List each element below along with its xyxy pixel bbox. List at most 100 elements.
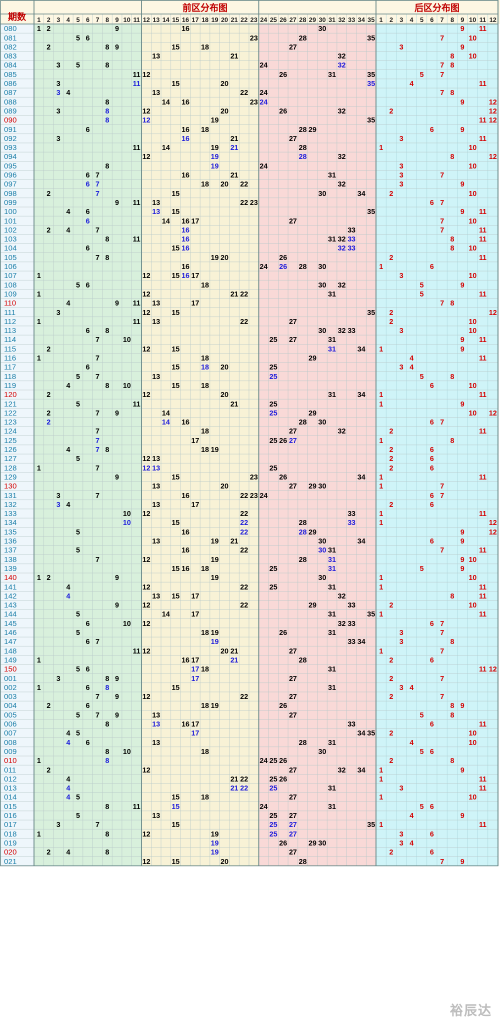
front-ball: 12 [142,509,150,518]
front-ball: 13 [152,537,160,546]
front-ball: 30 [318,838,326,847]
front-zone-title: 前区分布图 [182,2,227,14]
period-label: 081 [4,33,17,42]
back-ball: 3 [399,180,403,189]
front-ball: 9 [115,408,119,417]
back-ball: 6 [430,418,434,427]
front-ball: 31 [328,683,336,692]
front-column-number: 14 [162,17,170,24]
front-ball: 9 [115,692,119,701]
back-ball: 1 [379,399,383,408]
back-ball: 10 [469,601,477,610]
front-ball: 13 [152,463,160,472]
front-ball: 29 [308,482,316,491]
period-label: 149 [4,655,17,664]
back-ball: 8 [450,710,454,719]
front-ball: 33 [348,637,356,646]
front-ball: 26 [279,253,287,262]
period-label: 143 [4,601,17,610]
front-ball: 21 [230,774,238,783]
back-ball: 9 [460,527,464,536]
front-ball: 14 [162,143,170,152]
back-ball: 6 [430,125,434,134]
front-ball: 30 [318,262,326,271]
front-ball: 13 [152,454,160,463]
front-ball: 33 [348,326,356,335]
front-ball: 32 [338,280,346,289]
front-ball: 9 [115,24,119,33]
front-ball: 22 [240,289,248,298]
front-ball: 1 [37,317,41,326]
front-ball: 25 [269,436,277,445]
front-ball: 6 [86,171,90,180]
period-label: 008 [4,738,17,747]
front-ball: 2 [47,848,51,857]
front-ball: 31 [328,665,336,674]
front-ball: 22 [240,518,248,527]
period-label: 006 [4,720,17,729]
back-ball: 1 [379,344,383,353]
front-ball: 7 [96,354,100,363]
back-ball: 10 [469,189,477,198]
front-ball: 10 [123,518,131,527]
back-ball: 7 [440,619,444,628]
back-ball: 9 [460,180,464,189]
front-ball: 22 [240,774,248,783]
back-ball: 10 [469,408,477,417]
front-ball: 13 [152,482,160,491]
front-ball: 13 [152,811,160,820]
front-ball: 19 [211,701,219,710]
period-label: 018 [4,829,17,838]
front-ball: 11 [133,317,141,326]
front-ball: 8 [105,720,109,729]
front-ball: 22 [240,509,248,518]
front-ball: 16 [181,527,189,536]
front-ball: 12 [142,454,150,463]
front-ball: 2 [47,701,51,710]
period-label: 116 [4,354,16,363]
front-ball: 18 [201,180,209,189]
back-ball: 7 [440,61,444,70]
back-ball: 11 [479,820,487,829]
front-ball: 3 [56,491,60,500]
front-ball: 13 [152,500,160,509]
back-ball: 8 [450,591,454,600]
front-ball: 25 [269,335,277,344]
period-label: 104 [4,244,17,253]
back-column-number: 5 [420,17,424,24]
front-ball: 26 [279,774,287,783]
front-ball: 29 [308,838,316,847]
front-ball: 22 [240,88,248,97]
period-label: 013 [4,784,17,793]
front-ball: 22 [240,491,248,500]
front-ball: 8 [105,802,109,811]
front-ball: 21 [230,134,238,143]
front-ball: 27 [289,820,297,829]
front-ball: 2 [47,408,51,417]
front-ball: 12 [142,601,150,610]
front-ball: 19 [211,445,219,454]
front-ball: 19 [211,253,219,262]
front-ball: 18 [201,665,209,674]
front-ball: 11 [133,802,141,811]
front-ball: 5 [76,628,80,637]
front-ball: 25 [269,582,277,591]
back-ball: 1 [379,143,383,152]
back-ball: 10 [469,326,477,335]
front-ball: 35 [367,729,375,738]
front-ball: 8 [105,683,109,692]
front-ball: 22 [240,527,248,536]
period-label: 131 [4,491,17,500]
back-ball: 3 [399,171,403,180]
front-ball: 12 [142,619,150,628]
front-ball: 35 [367,610,375,619]
front-ball: 28 [299,518,307,527]
front-ball: 26 [279,756,287,765]
period-label: 117 [4,363,16,372]
period-label: 120 [4,390,17,399]
back-ball: 9 [460,537,464,546]
front-ball: 15 [172,381,180,390]
back-ball: 10 [469,555,477,564]
back-ball: 12 [489,116,497,125]
front-ball: 4 [66,207,70,216]
